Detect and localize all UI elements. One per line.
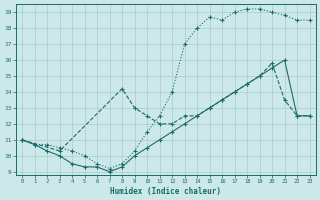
X-axis label: Humidex (Indice chaleur): Humidex (Indice chaleur) (110, 187, 221, 196)
